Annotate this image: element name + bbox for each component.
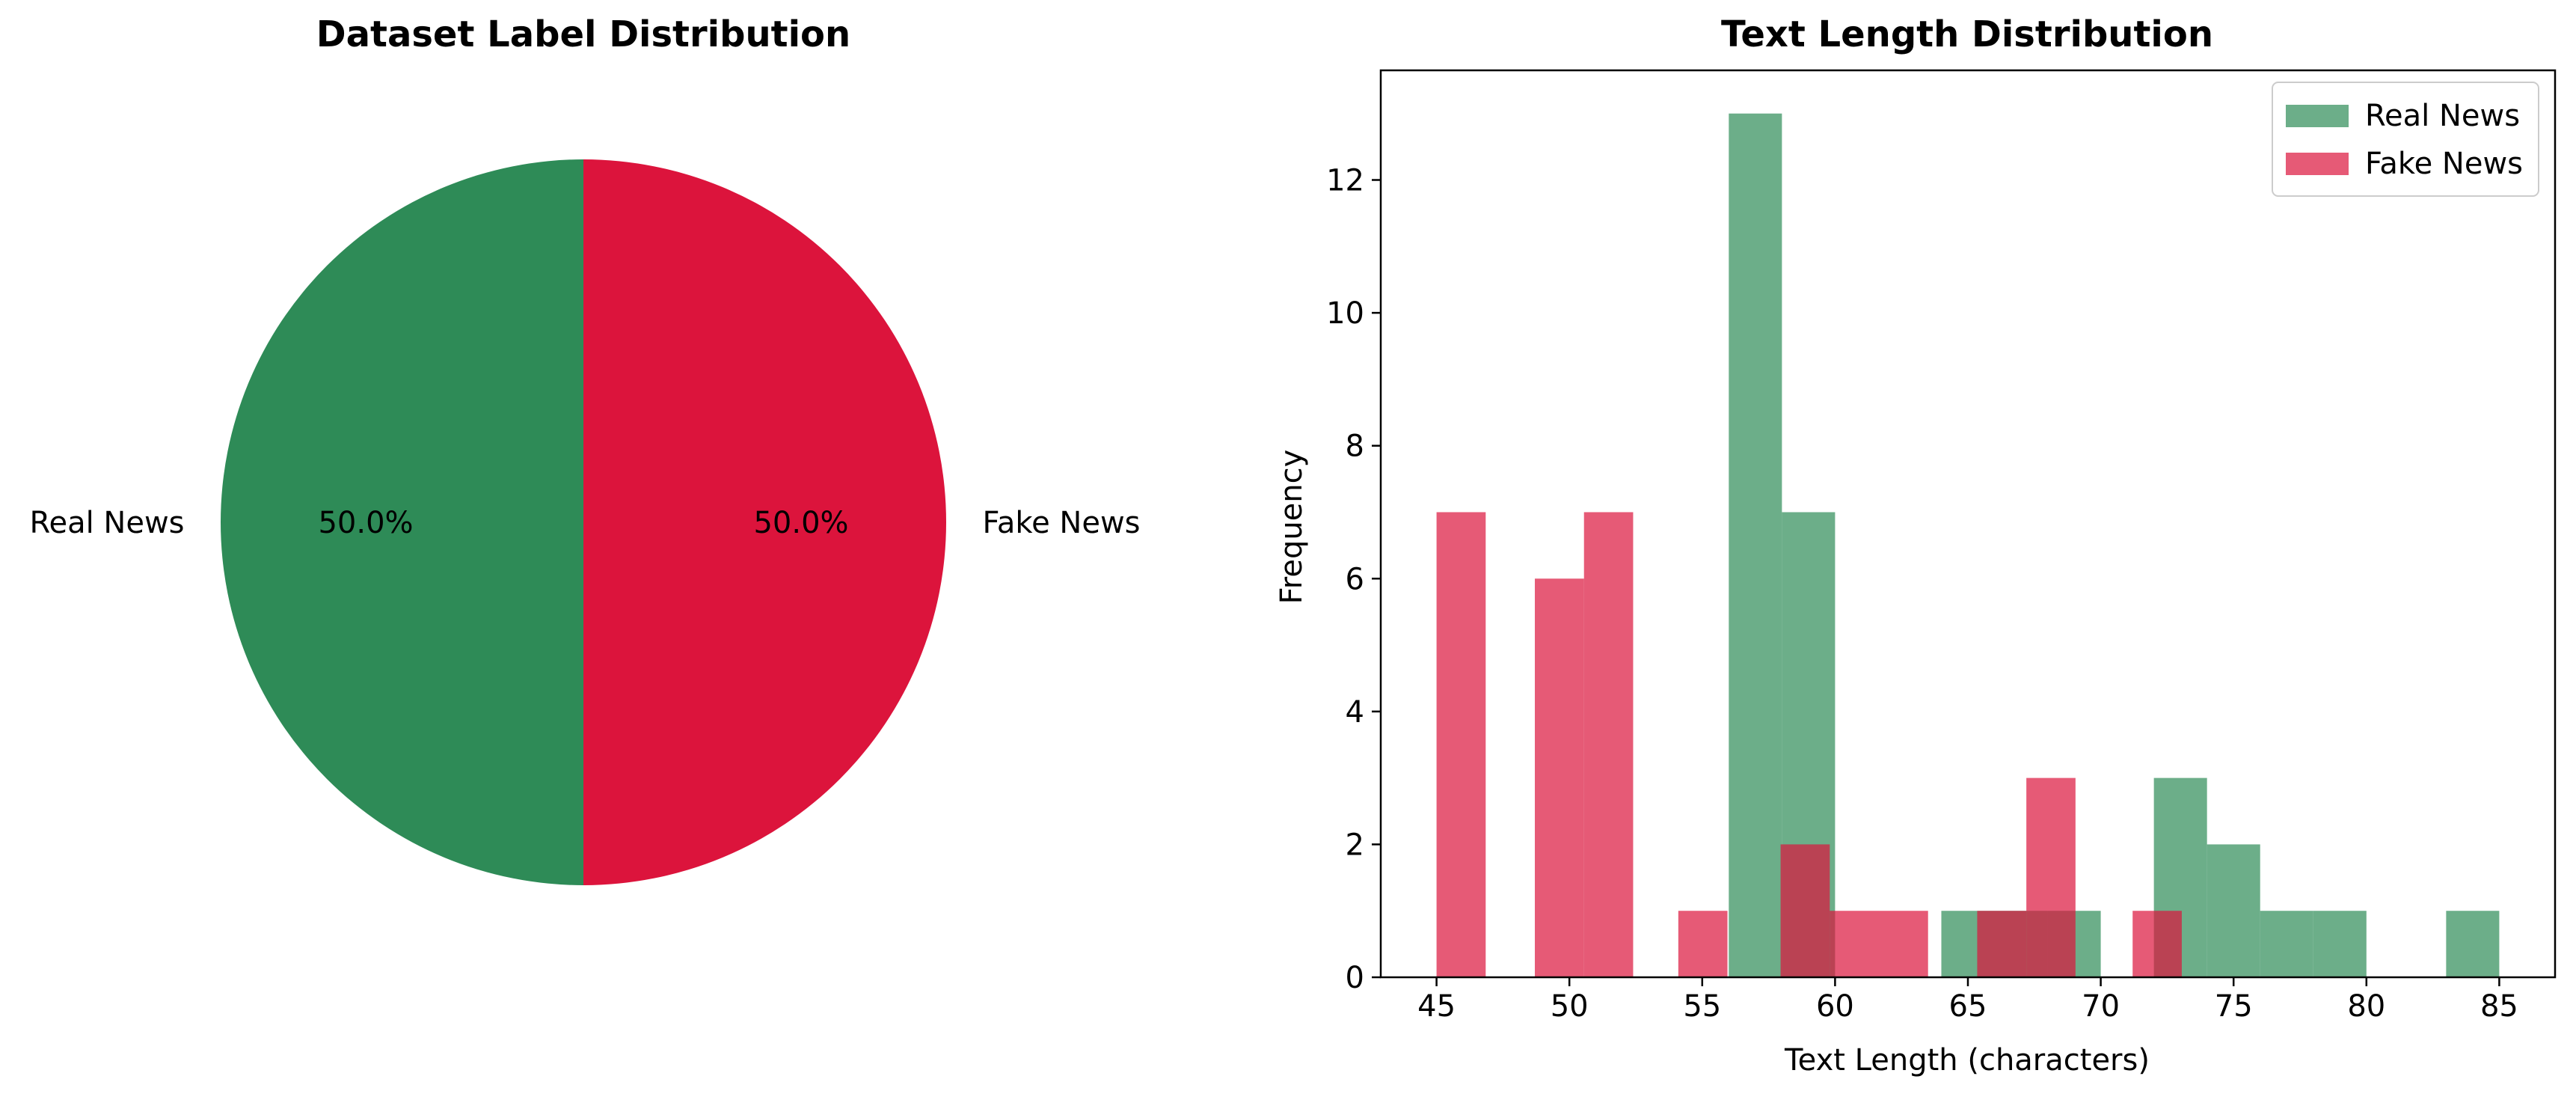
x-tick-label: 65 [1949, 989, 1987, 1024]
x-tick-label: 75 [2215, 989, 2253, 1024]
x-tick-label: 50 [1551, 989, 1589, 1024]
hist-bars [1436, 113, 2500, 978]
legend-label: Fake News [2365, 147, 2523, 181]
pie-percent-label: 50.0% [318, 506, 413, 540]
hist-bar-real-news [2313, 911, 2367, 977]
pie-labels: Real News 50.0% Fake News 50.0% [29, 506, 1140, 540]
y-tick-label: 6 [1346, 562, 1364, 596]
hist-bar-real-news [2446, 911, 2500, 977]
hist-bar-fake-news [1879, 911, 1928, 977]
x-tick-label: 80 [2347, 989, 2385, 1024]
hist-bar-fake-news [1436, 512, 1486, 977]
hist-title: Text Length Distribution [1721, 13, 2213, 55]
pie-slice-real-news [221, 159, 583, 885]
y-tick-label: 0 [1346, 961, 1364, 995]
x-tick-label: 60 [1816, 989, 1854, 1024]
x-tick-label: 55 [1683, 989, 1721, 1024]
hist-bar-real-news [1729, 113, 1782, 978]
pie-label: Real News [29, 506, 184, 540]
legend-swatch [2286, 153, 2349, 175]
hist-bar-fake-news [1780, 844, 1830, 977]
hist-bar-fake-news [1678, 911, 1728, 977]
y-tick-label: 4 [1346, 695, 1364, 730]
pie-percent-label: 50.0% [753, 506, 848, 540]
hist-bar-real-news [2260, 911, 2313, 977]
legend: Real News Fake News [2272, 82, 2539, 197]
legend-swatch [2286, 105, 2349, 127]
x-axis-ticks: 45 50 55 60 65 70 75 80 85 [1417, 977, 2518, 1024]
histogram-chart: Text Length Distribution 45 50 55 60 65 70 75 8… [1275, 13, 2557, 1078]
hist-bar-fake-news [2026, 777, 2076, 977]
x-axis-label: Text Length (characters) [1784, 1043, 2150, 1078]
y-tick-label: 10 [1326, 296, 1364, 331]
y-tick-label: 8 [1346, 430, 1364, 464]
hist-bar-fake-news [2132, 911, 2182, 977]
hist-bar-real-news [2207, 844, 2260, 977]
y-axis-ticks: 0 2 4 6 8 10 12 [1326, 164, 1381, 995]
hist-bar-fake-news [1830, 911, 1880, 977]
y-axis-label: Frequency [1275, 450, 1309, 605]
hist-bar-fake-news [1535, 578, 1584, 977]
y-tick-label: 2 [1346, 828, 1364, 862]
y-tick-label: 12 [1326, 164, 1364, 198]
hist-bar-fake-news [1977, 911, 2027, 977]
pie-title: Dataset Label Distribution [316, 13, 850, 55]
x-tick-label: 45 [1417, 989, 1456, 1024]
pie-label: Fake News [983, 506, 1141, 540]
hist-bar-fake-news [1583, 512, 1634, 977]
x-tick-label: 85 [2480, 989, 2518, 1024]
legend-label: Real News [2365, 99, 2520, 133]
pie-slice-fake-news [583, 159, 946, 885]
x-tick-label: 70 [2082, 989, 2120, 1024]
pie-chart: Dataset Label Distribution Real News 50.0… [29, 13, 1141, 885]
pie-slices [221, 159, 946, 885]
